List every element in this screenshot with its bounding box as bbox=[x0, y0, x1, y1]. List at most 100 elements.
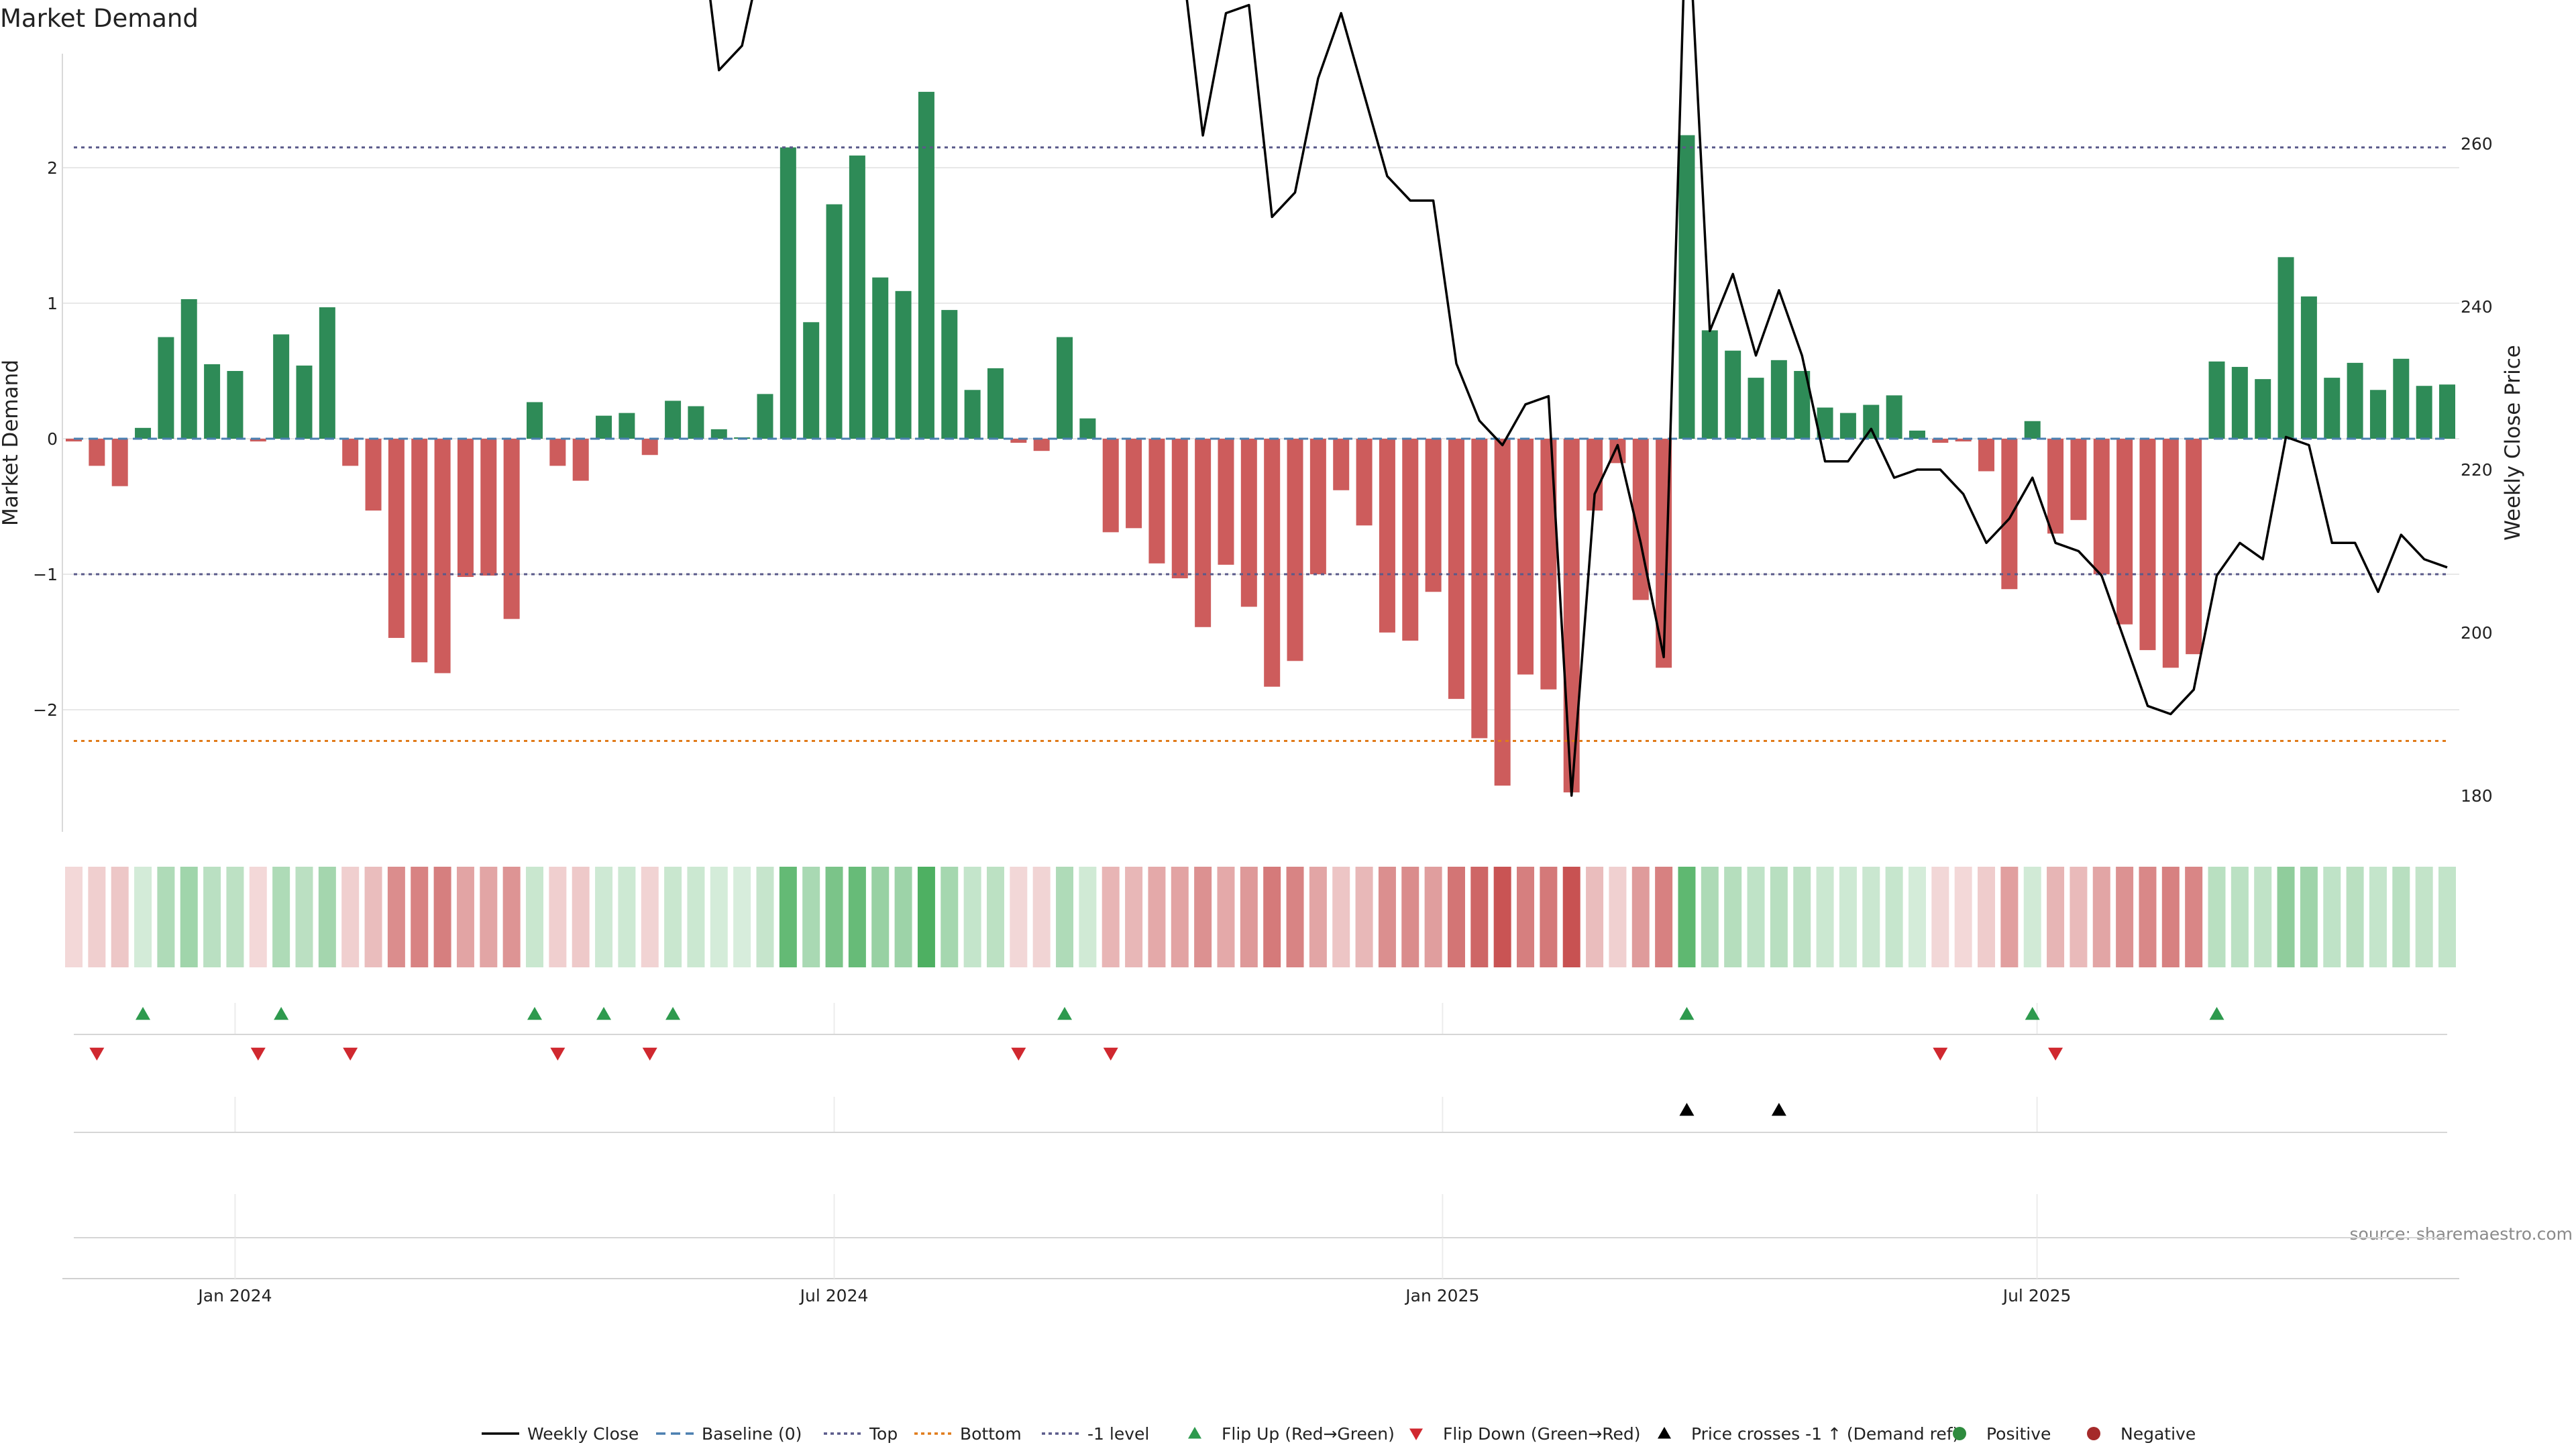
demand-bar-negative bbox=[457, 439, 474, 578]
legend-swatch bbox=[1658, 1427, 1671, 1439]
demand-bar-positive bbox=[158, 337, 174, 439]
demand-bar-negative bbox=[572, 439, 589, 481]
demand-bar-positive bbox=[1725, 350, 1741, 439]
heat-cell bbox=[941, 867, 959, 967]
heat-cell bbox=[226, 867, 244, 967]
heat-cell bbox=[1586, 867, 1604, 967]
heat-cell bbox=[1424, 867, 1442, 967]
demand-bar-positive bbox=[619, 413, 635, 439]
demand-bar-positive bbox=[757, 394, 773, 439]
demand-bar-positive bbox=[204, 364, 221, 439]
demand-bar-negative bbox=[2162, 439, 2179, 668]
flip-up-marker bbox=[527, 1007, 542, 1020]
left-tick-label: −1 bbox=[33, 565, 58, 584]
heat-cell bbox=[2139, 867, 2157, 967]
heat-cell bbox=[1747, 867, 1765, 967]
heat-cell bbox=[1678, 867, 1696, 967]
legend: Weekly Close Baseline (0) Top Bottom -1 leve… bbox=[482, 1424, 2196, 1444]
heat-cell bbox=[364, 867, 382, 967]
heat-cell bbox=[456, 867, 474, 967]
demand-bar-positive bbox=[1839, 413, 1856, 439]
demand-bar-positive bbox=[1748, 378, 1764, 439]
heat-cell bbox=[1309, 867, 1327, 967]
heat-cell bbox=[1562, 867, 1580, 967]
heat-cell bbox=[1724, 867, 1742, 967]
demand-bar-negative bbox=[2047, 439, 2064, 534]
demand-bar-positive bbox=[180, 299, 197, 439]
heat-cell bbox=[641, 867, 659, 967]
flip-down-marker bbox=[1011, 1047, 1026, 1061]
demand-bar-negative bbox=[1471, 439, 1488, 739]
demand-bar-positive bbox=[596, 415, 612, 439]
demand-bar-negative bbox=[1264, 439, 1281, 687]
demand-bar-negative bbox=[89, 439, 105, 466]
heat-cell bbox=[1862, 867, 1880, 967]
demand-bar-positive bbox=[895, 290, 912, 439]
demand-bar-negative bbox=[1240, 439, 1257, 607]
demand-bar-positive bbox=[710, 429, 727, 439]
x-tick-label: Jan 2025 bbox=[1404, 1286, 1479, 1305]
demand-bar-negative bbox=[641, 439, 658, 455]
demand-bar-positive bbox=[227, 371, 244, 439]
heat-cell bbox=[157, 867, 175, 967]
demand-bar-negative bbox=[1379, 439, 1395, 633]
demand-bar-negative bbox=[2186, 439, 2202, 655]
heat-cell bbox=[88, 867, 106, 967]
heat-cell bbox=[825, 867, 843, 967]
demand-bar-negative bbox=[342, 439, 359, 466]
demand-bar-negative bbox=[2070, 439, 2087, 521]
right-tick-label: 240 bbox=[2461, 297, 2493, 317]
demand-bar-negative bbox=[1333, 439, 1350, 490]
demand-bar-positive bbox=[987, 368, 1004, 439]
heat-cell bbox=[595, 867, 613, 967]
heat-cell bbox=[2300, 867, 2318, 967]
heat-cell bbox=[203, 867, 221, 967]
demand-bar-positive bbox=[688, 406, 704, 439]
heat-cell bbox=[756, 867, 774, 967]
demand-bar-negative bbox=[1356, 439, 1373, 526]
flip-down-marker bbox=[2048, 1047, 2063, 1061]
demand-bar-negative bbox=[1563, 439, 1580, 793]
heat-cell bbox=[134, 867, 152, 967]
legend-label: -1 level bbox=[1087, 1424, 1149, 1444]
demand-bar-positive bbox=[826, 204, 843, 439]
demand-bar-positive bbox=[1863, 405, 1880, 439]
heat-cell bbox=[2346, 867, 2364, 967]
heat-cell bbox=[318, 867, 336, 967]
heat-cell bbox=[480, 867, 498, 967]
demand-bar-negative bbox=[1402, 439, 1419, 641]
heat-cell bbox=[2092, 867, 2110, 967]
demand-bar-positive bbox=[665, 400, 682, 439]
heat-cell bbox=[1263, 867, 1281, 967]
heat-cell bbox=[2323, 867, 2341, 967]
demand-bar-negative bbox=[66, 439, 82, 442]
heat-cell bbox=[1631, 867, 1650, 967]
heat-cell bbox=[1770, 867, 1788, 967]
right-tick-label: 200 bbox=[2461, 623, 2493, 643]
demand-bar-positive bbox=[1057, 337, 1073, 439]
demand-bar-negative bbox=[1148, 439, 1165, 564]
heat-cell bbox=[1978, 867, 1996, 967]
demand-bar-negative bbox=[1494, 439, 1511, 786]
heat-cell bbox=[1655, 867, 1673, 967]
demand-bar-negative bbox=[2139, 439, 2156, 651]
demand-bar-negative bbox=[1126, 439, 1142, 529]
heat-cell bbox=[249, 867, 267, 967]
demand-bar-negative bbox=[480, 439, 497, 576]
demand-bar-positive bbox=[780, 147, 796, 439]
flip-up-marker bbox=[274, 1007, 289, 1020]
heat-cell bbox=[710, 867, 728, 967]
demand-bar-positive bbox=[1701, 330, 1718, 439]
heat-cell bbox=[1839, 867, 1857, 967]
heat-cell bbox=[2231, 867, 2249, 967]
heat-cell bbox=[1032, 867, 1051, 967]
legend-label: Weekly Close bbox=[527, 1424, 639, 1444]
heat-cell bbox=[1194, 867, 1212, 967]
left-tick-label: 2 bbox=[47, 158, 58, 178]
heat-cell bbox=[1171, 867, 1189, 967]
demand-bar-positive bbox=[2439, 384, 2455, 439]
demand-bar-negative bbox=[434, 439, 451, 674]
heat-cell bbox=[2277, 867, 2295, 967]
heat-cell bbox=[387, 867, 405, 967]
